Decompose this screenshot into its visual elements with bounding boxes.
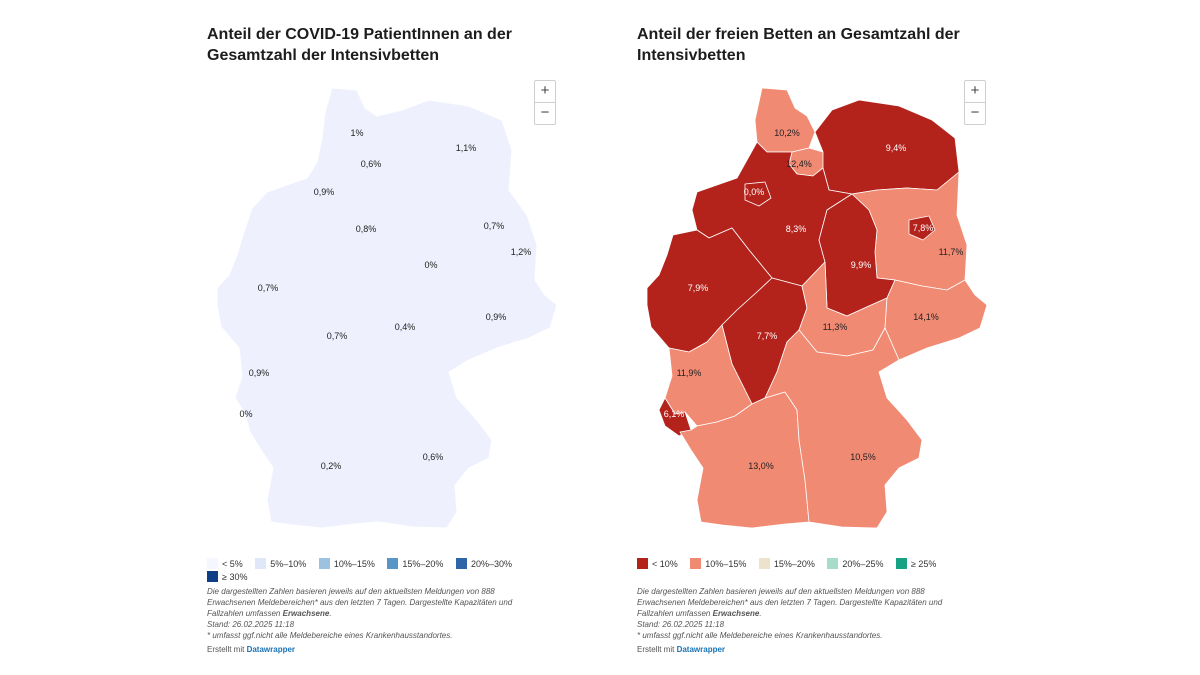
left-label-thueringen: 0,4% <box>395 322 416 332</box>
right-label-brandenburg: 11,7% <box>939 247 964 257</box>
left-label-mecklenburg-vorpommern: 1,1% <box>456 143 477 153</box>
left-label-hessen: 0,7% <box>327 331 348 341</box>
left-label-hamburg: 0,6% <box>361 159 382 169</box>
right-value-labels: 10,2% 12,4% 9,4% 0,0% 8,3% 7,8% 11,7% 9,… <box>664 128 964 471</box>
left-label-nordrhein-westfalen: 0,7% <box>258 283 279 293</box>
right-legend-swatch-1 <box>690 558 702 569</box>
right-label-sachsen-anhalt: 9,9% <box>851 260 872 270</box>
free-beds-map-panel: Anteil der freien Betten an Gesamtzahl d… <box>637 0 997 675</box>
left-legend-item: 5%–10% <box>255 558 306 569</box>
left-zoom-in-button[interactable]: + <box>540 82 550 99</box>
right-legend-swatch-0 <box>637 558 648 569</box>
left-map-title: Anteil der COVID-19 PatientInnen an der … <box>207 26 512 64</box>
right-label-nordrhein-westfalen: 7,9% <box>688 283 709 293</box>
left-label-rheinland-pfalz: 0,9% <box>249 368 270 378</box>
left-zoom-out-button[interactable]: − <box>535 102 555 124</box>
right-footnote: * umfasst ggf.nicht alle Meldebereiche e… <box>637 631 883 640</box>
right-source-notes: Die dargestellten Zahlen basieren jeweil… <box>637 586 982 641</box>
right-legend-item: 20%–25% <box>827 558 883 569</box>
right-label-niedersachsen: 8,3% <box>786 224 807 234</box>
left-label-bremen: 0,9% <box>314 187 335 197</box>
left-label-berlin: 1,2% <box>511 247 532 257</box>
right-legend-item: 10%–15% <box>690 558 746 569</box>
left-label-sachsen: 0,9% <box>486 312 507 322</box>
right-label-berlin: 7,8% <box>913 223 934 233</box>
left-legend-item: < 5% <box>207 558 243 569</box>
left-value-labels: 1% 1,1% 0,6% 0,9% 0,8% 0,7% 1,2% 0% 0,7%… <box>239 128 531 471</box>
left-legend-item: 15%–20% <box>387 558 443 569</box>
right-germany-map[interactable]: 10,2% 12,4% 9,4% 0,0% 8,3% 7,8% 11,7% 9,… <box>637 80 997 550</box>
right-label-sachsen: 14,1% <box>913 312 939 322</box>
right-legend-item: < 10% <box>637 558 678 569</box>
left-legend-swatch-2 <box>318 558 330 569</box>
left-label-niedersachsen: 0,8% <box>356 224 377 234</box>
right-zoom-out-button[interactable]: − <box>965 102 985 124</box>
left-source-notes: Die dargestellten Zahlen basieren jeweil… <box>207 586 552 641</box>
left-stand-date: Stand: 26.02.2025 11:18 <box>207 620 295 629</box>
right-datawrapper-link[interactable]: Datawrapper <box>676 645 726 654</box>
left-datawrapper-link[interactable]: Datawrapper <box>246 645 296 654</box>
right-legend-item: 15%–20% <box>758 558 815 569</box>
left-legend-item: 10%–15% <box>318 558 375 569</box>
right-label-bremen: 0,0% <box>744 187 765 197</box>
right-label-hamburg: 12,4% <box>786 159 812 169</box>
left-label-sachsen-anhalt: 0% <box>424 260 437 270</box>
right-map-title: Anteil der freien Betten an Gesamtzahl d… <box>637 26 960 64</box>
right-legend-swatch-2 <box>758 558 770 569</box>
right-label-hessen: 7,7% <box>757 331 778 341</box>
right-stand-date: Stand: 26.02.2025 11:18 <box>637 620 725 629</box>
left-footnote: * umfasst ggf.nicht alle Meldebereiche e… <box>207 631 453 640</box>
left-germany-shape[interactable] <box>216 87 558 529</box>
right-legend-item: ≥ 25% <box>895 558 936 569</box>
right-zoom-in-button[interactable]: + <box>970 82 980 99</box>
right-label-saarland: 6,1% <box>664 409 685 419</box>
left-legend-swatch-0 <box>207 558 218 569</box>
left-credit: Erstellt mit Datawrapper <box>207 645 296 654</box>
right-zoom-controls: + − <box>964 80 986 125</box>
left-legend: < 5% 5%–10% 10%–15% 15%–20% 20%–30% ≥ 30… <box>207 558 567 582</box>
right-region-bremen[interactable] <box>744 181 772 207</box>
left-legend-swatch-5 <box>207 571 218 582</box>
left-label-baden-wuerttemberg: 0,2% <box>321 461 342 471</box>
left-legend-item: ≥ 30% <box>207 571 247 582</box>
right-region-schleswig-holstein[interactable] <box>754 87 816 153</box>
left-map-svg[interactable]: 1% 1,1% 0,6% 0,9% 0,8% 0,7% 1,2% 0% 0,7%… <box>207 80 567 550</box>
left-label-bayern: 0,6% <box>423 452 444 462</box>
left-legend-item: 20%–30% <box>455 558 512 569</box>
right-label-baden-wuerttemberg: 13,0% <box>748 461 774 471</box>
right-label-schleswig-holstein: 10,2% <box>774 128 800 138</box>
left-zoom-controls: + − <box>534 80 556 125</box>
right-label-mecklenburg-vorpommern: 9,4% <box>886 143 907 153</box>
left-label-schleswig-holstein: 1% <box>350 128 363 138</box>
right-map-svg[interactable]: 10,2% 12,4% 9,4% 0,0% 8,3% 7,8% 11,7% 9,… <box>637 80 997 550</box>
right-label-rheinland-pfalz: 11,9% <box>677 368 702 378</box>
left-label-saarland: 0% <box>239 409 252 419</box>
right-label-bayern: 10,5% <box>850 452 876 462</box>
right-region-bayern[interactable] <box>764 327 923 529</box>
right-label-thueringen: 11,3% <box>823 322 848 332</box>
left-label-brandenburg: 0,7% <box>484 221 505 231</box>
right-legend-swatch-3 <box>827 558 839 569</box>
left-legend-swatch-3 <box>387 558 399 569</box>
right-credit: Erstellt mit Datawrapper <box>637 645 726 654</box>
right-legend: < 10% 10%–15% 15%–20% 20%–25% ≥ 25% <box>637 558 997 572</box>
covid-patients-map-panel: Anteil der COVID-19 PatientInnen an der … <box>207 0 567 675</box>
left-legend-swatch-4 <box>455 558 467 569</box>
right-region-berlin[interactable] <box>908 215 936 241</box>
left-legend-swatch-1 <box>255 558 267 569</box>
left-germany-map[interactable]: 1% 1,1% 0,6% 0,9% 0,8% 0,7% 1,2% 0% 0,7%… <box>207 80 567 550</box>
right-legend-swatch-4 <box>895 558 907 569</box>
